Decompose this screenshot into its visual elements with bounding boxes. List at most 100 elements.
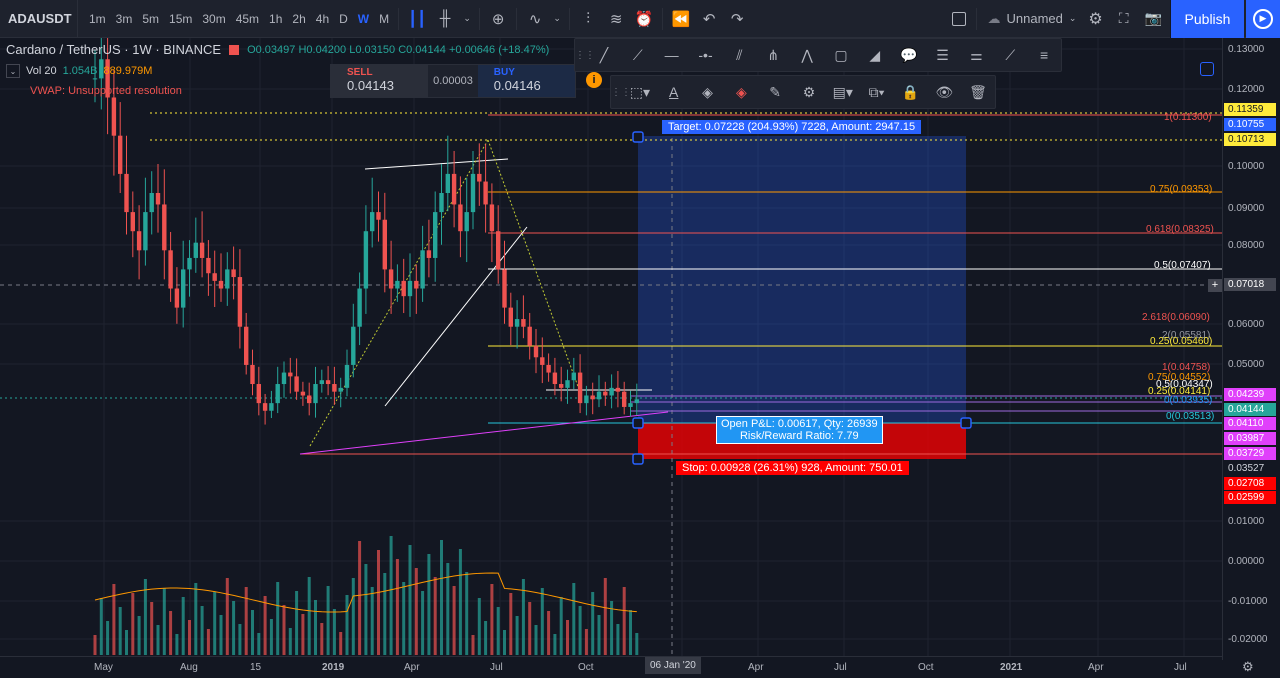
candles-icon[interactable]: ┃┃ bbox=[408, 10, 427, 28]
divider bbox=[516, 7, 518, 30]
volume-bar bbox=[603, 578, 607, 655]
top-toolbar: ADAUSDT 1m 3m 5m 15m 30m 45m 1h 2h 4h D W M ┃┃ ╫ ⌄ … bbox=[0, 0, 1280, 38]
collapse-chevron-icon[interactable]: ⌄ bbox=[6, 64, 20, 78]
rectangle-tool-icon[interactable]: ▢ bbox=[834, 46, 848, 63]
horizontal-ray-tool-icon[interactable]: -•- bbox=[698, 47, 713, 63]
background-color-icon[interactable]: ◈ bbox=[735, 83, 747, 100]
drag-handle-icon[interactable]: ⋮⋮ bbox=[575, 49, 595, 61]
timeframe-1m[interactable]: 1m bbox=[89, 11, 106, 26]
pitchfork-tool-icon[interactable]: ⋔ bbox=[767, 46, 780, 63]
volume-bar bbox=[540, 588, 544, 655]
axis-settings-gear-icon[interactable]: ⚙ bbox=[1242, 659, 1254, 674]
text-color-icon[interactable]: A bbox=[669, 84, 679, 100]
divider bbox=[662, 7, 664, 30]
add-price-icon[interactable]: + bbox=[1208, 279, 1222, 292]
chart-settings-small-icon[interactable] bbox=[1200, 62, 1214, 76]
financials-icon[interactable]: ⫶ bbox=[586, 10, 590, 27]
candle-body bbox=[634, 399, 639, 404]
time-tick-label: Apr bbox=[748, 662, 764, 673]
measure-tool-icon[interactable]: ⟋ bbox=[1005, 46, 1016, 63]
alert-icon[interactable]: ⏰ bbox=[634, 10, 654, 28]
time-tick-label: 2021 bbox=[1000, 662, 1023, 673]
pattern-line bbox=[309, 139, 489, 447]
candle-body bbox=[363, 231, 369, 289]
chevron-down-icon[interactable]: ⌄ bbox=[1068, 13, 1077, 23]
buy-button[interactable]: BUY 0.04146 bbox=[477, 65, 575, 97]
chevron-down-icon[interactable]: ⌄ bbox=[553, 13, 561, 23]
timeframe-1h[interactable]: 1h bbox=[269, 11, 283, 26]
candle-body bbox=[244, 326, 249, 365]
low-value: L0.03150 bbox=[349, 43, 396, 56]
fib-extension-tool-icon[interactable]: ⚌ bbox=[970, 46, 983, 63]
candle-body bbox=[155, 193, 161, 205]
bars-icon[interactable]: ╫ bbox=[439, 10, 451, 27]
visual-order-icon[interactable]: ▤▾ bbox=[832, 83, 853, 100]
market-status-icon bbox=[229, 44, 240, 55]
trendline-tool-icon[interactable]: ╱ bbox=[599, 46, 609, 63]
more-tools-icon[interactable]: ≡ bbox=[1040, 47, 1049, 63]
rr-text: Risk/Reward Ratio: 7.79 bbox=[739, 430, 859, 442]
compare-icon[interactable]: ≋ bbox=[609, 10, 623, 28]
visibility-icon[interactable]: 👁 bbox=[935, 83, 954, 100]
clone-icon[interactable]: ⧉▾ bbox=[868, 83, 885, 100]
price-chart[interactable] bbox=[0, 38, 1280, 678]
fib-level-label: 0(0.03935) bbox=[1164, 395, 1213, 406]
candle-body bbox=[136, 231, 142, 251]
lock-icon[interactable]: 🔒 bbox=[901, 83, 920, 100]
volume-bar bbox=[112, 584, 116, 655]
publish-button[interactable]: Publish bbox=[1170, 0, 1244, 38]
candle-body bbox=[206, 257, 211, 274]
parallel-channel-tool-icon[interactable]: ⫽ bbox=[736, 46, 743, 63]
symbol-search[interactable]: ADAUSDT bbox=[0, 0, 78, 37]
template-icon[interactable]: ⬚▾ bbox=[629, 83, 651, 100]
timeframe-2h[interactable]: 2h bbox=[292, 11, 306, 26]
redo-icon[interactable]: ↷ bbox=[730, 10, 744, 28]
line-color-icon[interactable]: ✎ bbox=[769, 83, 782, 100]
fill-color-icon[interactable]: ◈ bbox=[702, 83, 713, 100]
time-axis[interactable] bbox=[0, 656, 1222, 678]
timeframe-4h[interactable]: 4h bbox=[315, 11, 330, 26]
candle-body bbox=[118, 135, 123, 174]
play-button[interactable]: ▶ bbox=[1246, 0, 1280, 38]
timeframe-30m[interactable]: 30m bbox=[202, 11, 226, 26]
pattern-tool-icon[interactable]: ⋀ bbox=[801, 46, 813, 63]
candle-body bbox=[596, 391, 602, 400]
arc-tool-icon[interactable]: ◢ bbox=[869, 46, 881, 63]
fib-retracement-tool-icon[interactable]: ☰ bbox=[936, 46, 949, 63]
legend-title: Cardano / TetherUS · 1W · BINANCE bbox=[6, 42, 222, 57]
candle-body bbox=[275, 384, 280, 404]
timeframe-m[interactable]: M bbox=[379, 11, 390, 26]
layout-name[interactable]: Unnamed bbox=[1006, 11, 1063, 26]
camera-icon[interactable]: 📷 bbox=[1144, 10, 1162, 26]
timeframe-w[interactable]: W bbox=[357, 11, 370, 26]
info-icon[interactable]: i bbox=[586, 72, 602, 88]
settings-icon[interactable]: ⚙ bbox=[802, 83, 816, 100]
timeframe-3m[interactable]: 3m bbox=[115, 11, 133, 26]
undo-icon[interactable]: ↶ bbox=[702, 10, 716, 28]
timeframe-45m[interactable]: 45m bbox=[235, 11, 260, 26]
volume-bar bbox=[225, 578, 229, 655]
candle-body bbox=[395, 280, 400, 289]
horizontal-line-tool-icon[interactable]: — bbox=[664, 47, 679, 63]
callout-tool-icon[interactable]: 💬 bbox=[899, 46, 918, 63]
settings-gear-icon[interactable]: ⚙ bbox=[1088, 10, 1103, 28]
sell-button[interactable]: SELL 0.04143 bbox=[331, 65, 429, 97]
chevron-down-icon[interactable]: ⌄ bbox=[463, 13, 471, 23]
price-tick-label: 0.01000 bbox=[1228, 516, 1265, 527]
indicators-icon[interactable]: ∿ bbox=[528, 10, 542, 28]
ray-tool-icon[interactable]: ⟋ bbox=[632, 46, 643, 63]
replay-icon[interactable]: ⏪ bbox=[671, 10, 691, 28]
fullscreen-icon[interactable]: ⛶ bbox=[1118, 10, 1129, 26]
add-indicator-icon[interactable]: ⊕ bbox=[491, 10, 505, 28]
timeframe-5m[interactable]: 5m bbox=[142, 11, 160, 26]
timeframe-15m[interactable]: 15m bbox=[169, 11, 193, 26]
timeframe-d[interactable]: D bbox=[339, 11, 348, 26]
candle-body bbox=[533, 345, 539, 358]
drag-handle-icon[interactable]: ⋮⋮ bbox=[611, 86, 631, 98]
trash-icon[interactable]: 🗑 bbox=[969, 83, 987, 100]
candle-body bbox=[325, 380, 331, 385]
candle-body bbox=[338, 387, 343, 392]
candle-body bbox=[540, 357, 545, 365]
time-tick-label: 15 bbox=[250, 662, 262, 673]
layout-square-icon[interactable] bbox=[952, 11, 967, 26]
